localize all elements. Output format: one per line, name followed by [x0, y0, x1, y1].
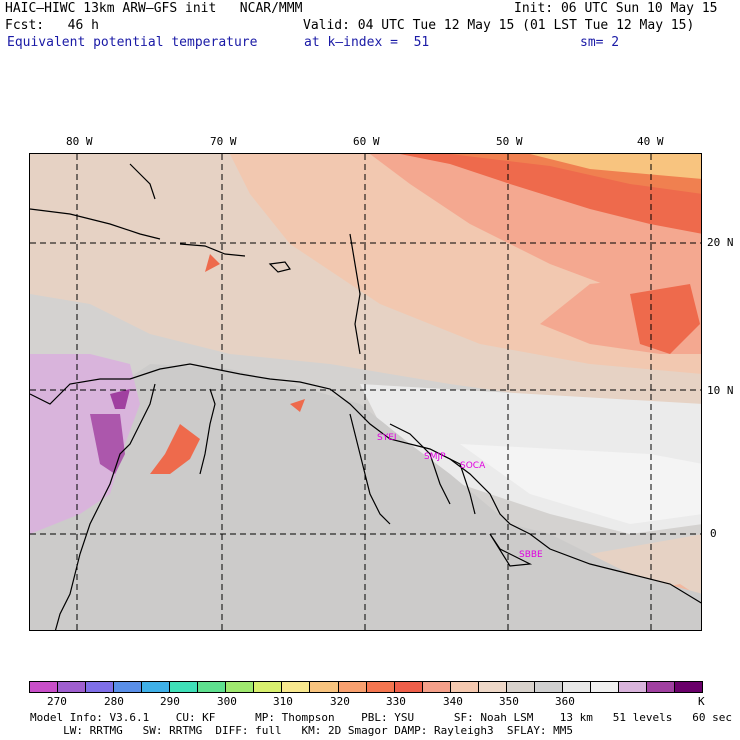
colorbar-swatch	[675, 682, 703, 692]
colorbar-label: 290	[160, 695, 180, 708]
colorbar-label: 270	[47, 695, 67, 708]
station-label: SMJP	[424, 452, 446, 462]
valid-time: Valid: 04 UTC Tue 12 May 15 (01 LST Tue …	[303, 18, 695, 33]
theta-e-map: SYEI SMJP SOCA SBBE	[29, 153, 702, 631]
colorbar-label: 280	[104, 695, 124, 708]
station-label: SOCA	[460, 461, 486, 471]
lon-label: 50 W	[496, 135, 523, 148]
lat-label: 20 N	[707, 236, 734, 249]
colorbar-swatch	[142, 682, 171, 692]
colorbar-swatch	[254, 682, 283, 692]
colorbar-swatch	[282, 682, 311, 692]
lon-label: 80 W	[66, 135, 93, 148]
colorbar-swatch	[30, 682, 59, 692]
station-label: SBBE	[519, 550, 543, 560]
smoothing: sm= 2	[580, 35, 620, 50]
colorbar-unit: K	[698, 695, 705, 708]
lon-label: 70 W	[210, 135, 237, 148]
colorbar-swatch	[310, 682, 339, 692]
lat-label: 10 N	[707, 384, 734, 397]
lon-label: 40 W	[637, 135, 664, 148]
colorbar-label: 360	[555, 695, 575, 708]
colorbar-label: 350	[499, 695, 519, 708]
model-title: HAIC–HIWC 13km ARW–GFS init NCAR/MMM	[5, 1, 303, 16]
model-info: Model Info: V3.6.1 CU: KF MP: Thompson P…	[30, 711, 732, 724]
physics-info: LW: RRTMG SW: RRTMG DIFF: full KM: 2D Sm…	[30, 724, 574, 737]
colorbar	[29, 681, 703, 693]
k-index-level: at k–index = 51	[304, 35, 430, 50]
forecast-hour: Fcst: 46 h	[5, 18, 99, 33]
colorbar-swatch	[647, 682, 676, 692]
lon-label: 60 W	[353, 135, 380, 148]
init-time: Init: 06 UTC Sun 10 May 15	[514, 1, 718, 16]
colorbar-swatch	[618, 682, 648, 692]
colorbar-swatch	[506, 682, 535, 692]
colorbar-swatch	[394, 682, 423, 692]
colorbar-swatch	[422, 682, 451, 692]
colorbar-swatch	[114, 682, 143, 692]
colorbar-swatch	[366, 682, 395, 692]
colorbar-label: 330	[386, 695, 406, 708]
map-field	[30, 154, 701, 630]
colorbar-label: 340	[443, 695, 463, 708]
colorbar-swatch	[450, 682, 479, 692]
colorbar-swatch	[590, 682, 619, 692]
colorbar-swatch	[86, 682, 115, 692]
colorbar-swatch	[58, 682, 87, 692]
colorbar-label: 310	[273, 695, 293, 708]
colorbar-swatch	[534, 682, 563, 692]
colorbar-swatch	[226, 682, 255, 692]
colorbar-swatch	[478, 682, 507, 692]
colorbar-label: 320	[330, 695, 350, 708]
colorbar-swatch	[170, 682, 199, 692]
colorbar-label: 300	[217, 695, 237, 708]
colorbar-swatch	[562, 682, 591, 692]
field-name: Equivalent potential temperature	[7, 35, 258, 50]
station-label: SYEI	[377, 433, 397, 443]
lat-label: 0	[710, 527, 717, 540]
colorbar-swatch	[338, 682, 367, 692]
colorbar-swatch	[198, 682, 227, 692]
